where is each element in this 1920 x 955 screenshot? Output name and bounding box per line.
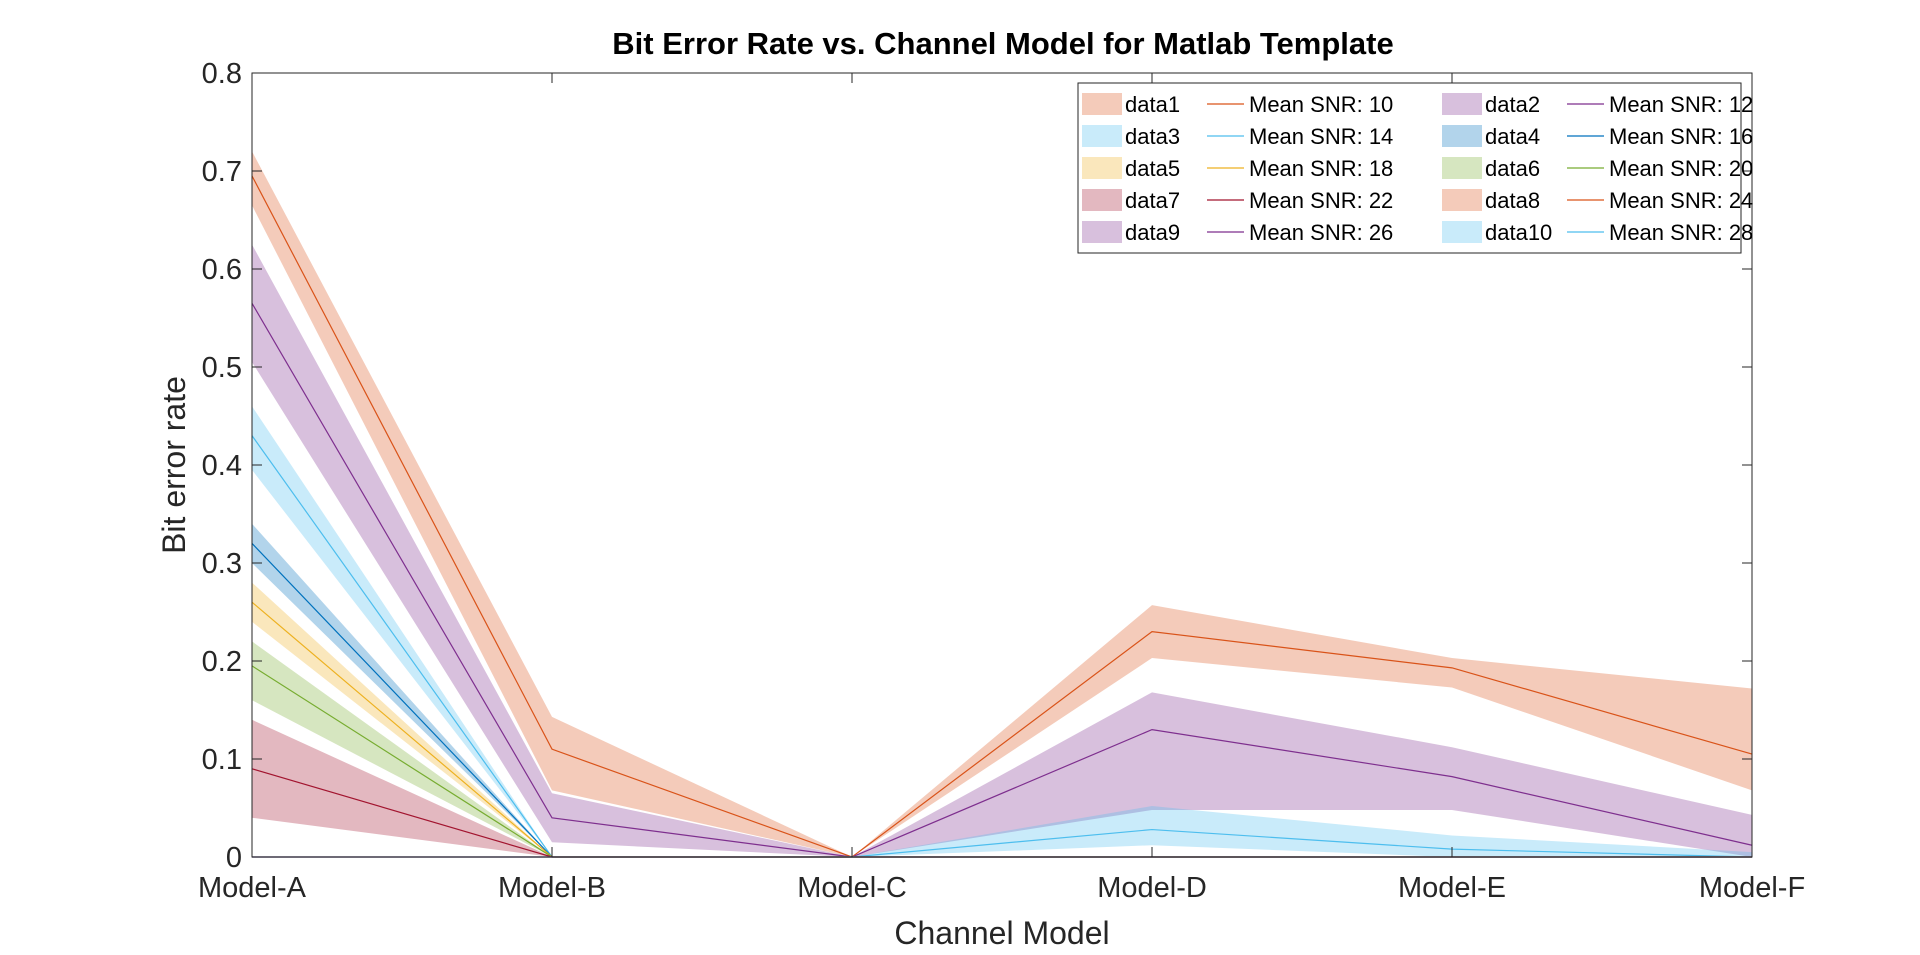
legend-band-label: data5 — [1125, 156, 1180, 181]
legend-swatch — [1442, 125, 1482, 147]
x-tick-label: Model-D — [1097, 872, 1207, 904]
legend-swatch — [1082, 189, 1122, 211]
y-tick-label: 0.1 — [202, 744, 242, 776]
x-tick-label: Model-F — [1699, 872, 1805, 904]
band-data2 — [252, 244, 1752, 857]
legend-band-label: data1 — [1125, 92, 1180, 117]
legend: data1 Mean SNR: 10 data2 Mean SNR: 12 data3 M… — [1077, 82, 1753, 254]
y-tick-label: 0.7 — [202, 156, 242, 188]
legend-band-label: data4 — [1485, 124, 1540, 149]
x-tick-label: Model-E — [1398, 872, 1506, 904]
legend-line-label: Mean SNR: 28 — [1609, 220, 1753, 245]
y-tick-label: 0.4 — [202, 450, 242, 482]
legend-swatch — [1442, 221, 1482, 243]
mean-line-1 — [251, 175, 1753, 858]
confidence-bands — [252, 151, 1752, 857]
legend-swatch — [1082, 221, 1122, 243]
legend-line-label: Mean SNR: 24 — [1609, 188, 1753, 213]
legend-line-label: Mean SNR: 12 — [1609, 92, 1753, 117]
y-tick-label: 0.5 — [202, 352, 242, 384]
legend-line-label: Mean SNR: 14 — [1249, 124, 1393, 149]
legend-line-label: Mean SNR: 22 — [1249, 188, 1393, 213]
x-axis-label: Channel Model — [894, 915, 1109, 951]
legend-line-label: Mean SNR: 20 — [1609, 156, 1753, 181]
legend-line-label: Mean SNR: 26 — [1249, 220, 1393, 245]
legend-band-label: data6 — [1485, 156, 1540, 181]
legend-band-label: data8 — [1485, 188, 1540, 213]
legend-band-label: data7 — [1125, 188, 1180, 213]
legend-line-label: Mean SNR: 10 — [1249, 92, 1393, 117]
legend-swatch — [1082, 93, 1122, 115]
x-tick-label: Model-A — [198, 872, 307, 904]
y-tick-label: 0.8 — [202, 58, 242, 90]
y-tick-label: 0.2 — [202, 646, 242, 678]
legend-box — [1077, 82, 1742, 254]
mean-line-2 — [251, 302, 1753, 858]
legend-swatch — [1082, 125, 1122, 147]
legend-band-label: data9 — [1125, 220, 1180, 245]
legend-swatch — [1442, 189, 1482, 211]
x-tick-label: Model-C — [797, 872, 907, 904]
legend-line-label: Mean SNR: 16 — [1609, 124, 1753, 149]
legend-line-label: Mean SNR: 18 — [1249, 156, 1393, 181]
tick-labels: Model-A Model-B Model-C Model-D Model-E Model… — [198, 58, 1805, 904]
legend-band-label: data2 — [1485, 92, 1540, 117]
y-tick-label: 0.3 — [202, 548, 242, 580]
legend-band-label: data3 — [1125, 124, 1180, 149]
y-axis-label: Bit error rate — [156, 376, 192, 554]
y-tick-label: 0.6 — [202, 254, 242, 286]
legend-band-label: data10 — [1485, 220, 1552, 245]
y-tick-label: 0 — [226, 842, 242, 874]
mean-line-3 — [251, 435, 1753, 858]
legend-swatch — [1082, 157, 1122, 179]
x-tick-label: Model-B — [498, 872, 606, 904]
legend-swatch — [1442, 157, 1482, 179]
chart-title: Bit Error Rate vs. Channel Model for Mat… — [612, 26, 1393, 61]
legend-swatch — [1442, 93, 1482, 115]
axis-ticks — [251, 72, 1753, 858]
